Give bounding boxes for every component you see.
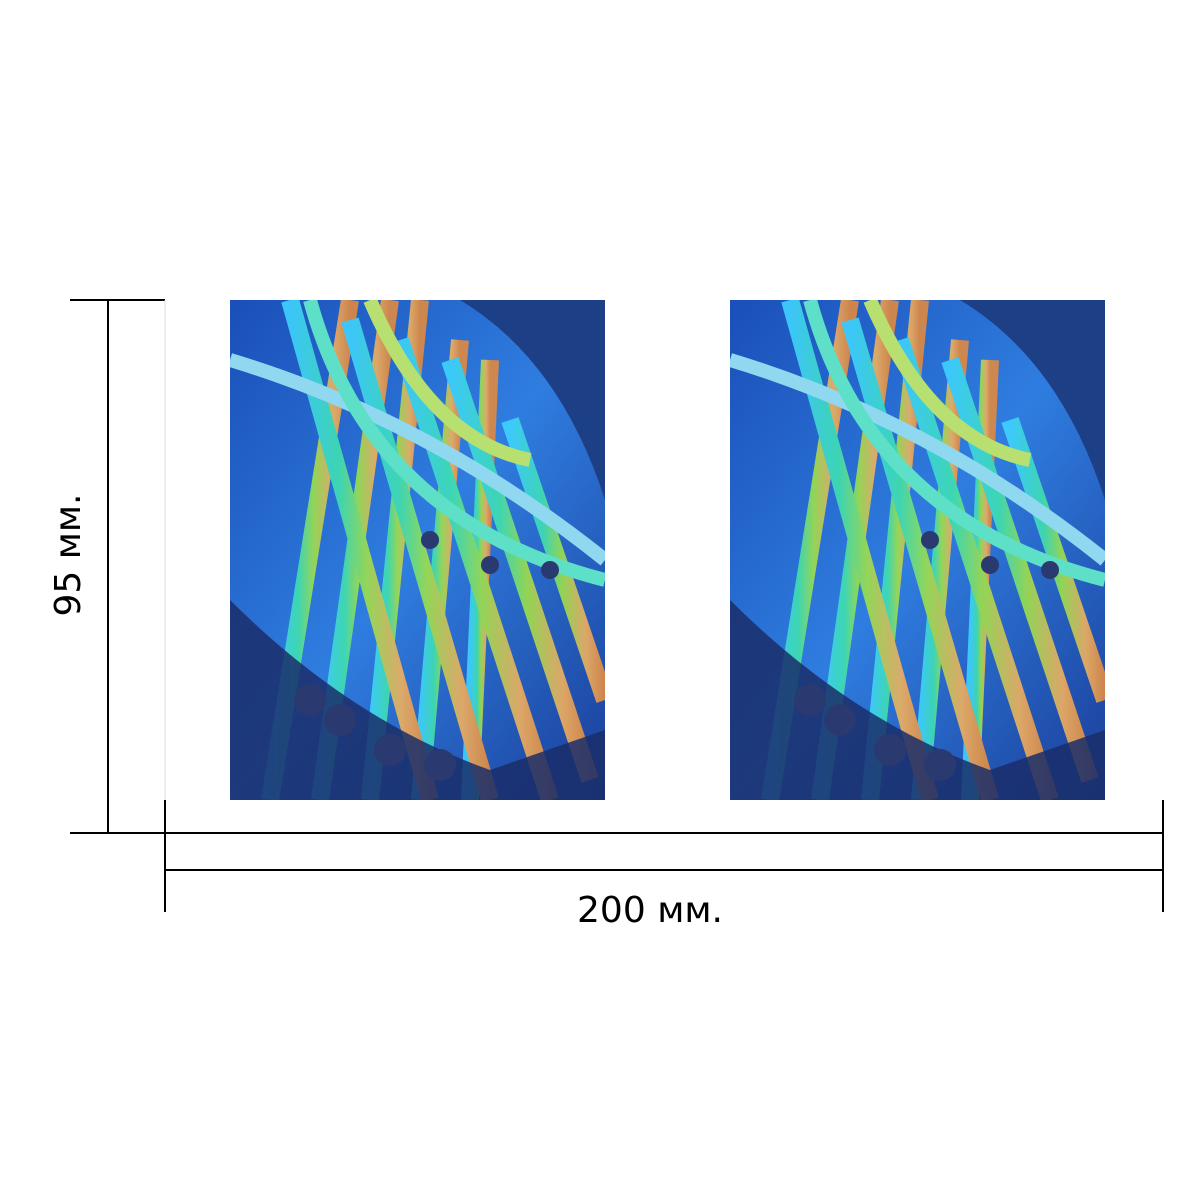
- print-image: [230, 300, 605, 800]
- print-image: [730, 300, 1105, 800]
- height-label: 95 мм.: [48, 493, 89, 616]
- width-label: 200 мм.: [577, 890, 723, 931]
- height-dimension: 95 мм.: [48, 299, 166, 834]
- width-dimension: 200 мм.: [164, 800, 1164, 931]
